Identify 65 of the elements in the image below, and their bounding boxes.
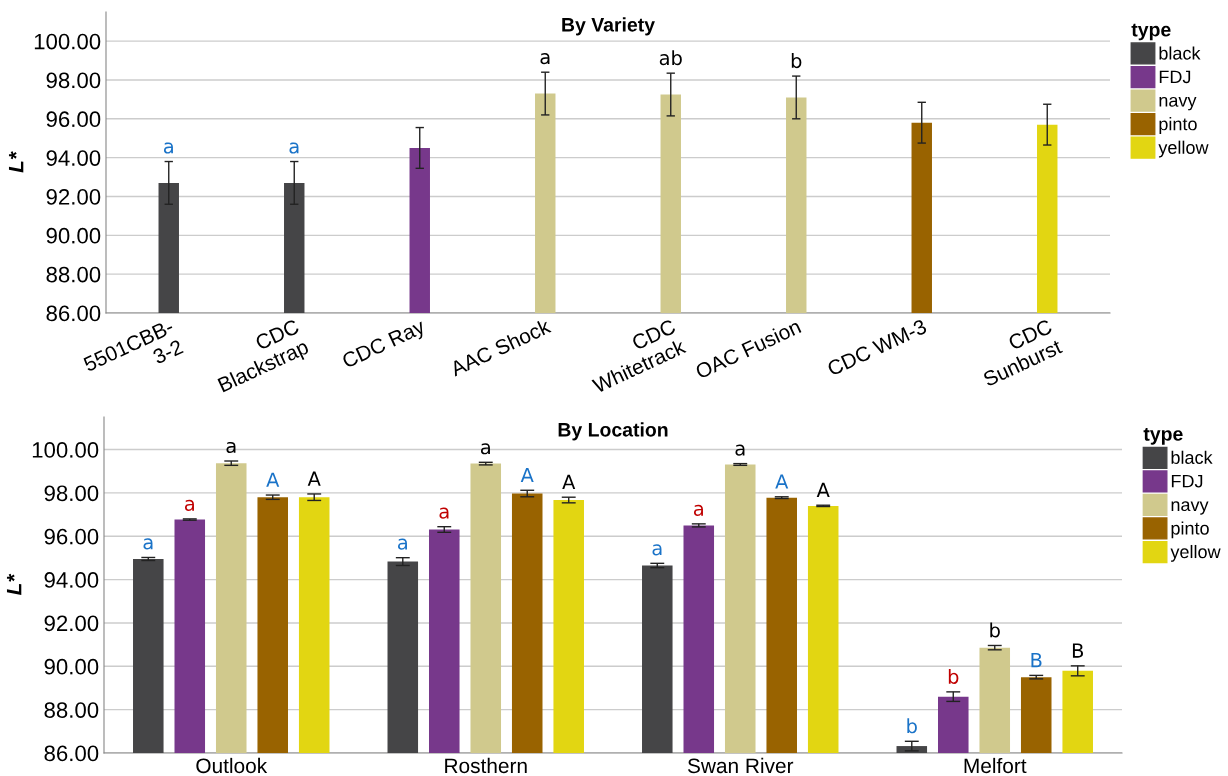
- data-label: A: [562, 474, 576, 489]
- y-tick-label: 88.00: [46, 266, 101, 283]
- data-label: a: [693, 504, 703, 516]
- legend-label: black: [1159, 46, 1201, 60]
- x-tick-label: Rosthern: [445, 757, 527, 774]
- data-label: A: [307, 471, 321, 486]
- y-tick-label: 92.00: [44, 615, 99, 632]
- y-axis-title: L*: [8, 151, 24, 173]
- y-tick-label: 100.00: [32, 442, 99, 458]
- y-tick-label: 88.00: [44, 702, 99, 718]
- data-label: B: [1072, 643, 1084, 658]
- x-tick-label: AAC Shock: [448, 317, 552, 377]
- data-label: a: [652, 544, 662, 556]
- legend-title: type: [1143, 427, 1183, 445]
- y-tick-label: 86.00: [44, 745, 99, 762]
- data-label: A: [775, 474, 789, 489]
- y-axis-title: L*: [6, 573, 22, 596]
- x-tick-label: OAC Fusion: [694, 318, 802, 380]
- data-label: A: [816, 482, 830, 498]
- legend-label: navy: [1171, 501, 1209, 515]
- data-label: a: [226, 441, 236, 454]
- data-label: a: [397, 538, 407, 550]
- y-tick-label: 98.00: [44, 485, 99, 502]
- data-label: A: [266, 472, 280, 487]
- data-label: b: [948, 668, 959, 684]
- legend-label: pinto: [1171, 521, 1209, 539]
- chart-title: By Location: [558, 422, 668, 441]
- y-tick-label: 90.00: [44, 658, 99, 675]
- y-tick-label: 92.00: [46, 189, 101, 205]
- legend-title: type: [1131, 23, 1171, 41]
- legend-label: FDJ: [1171, 474, 1203, 488]
- chart-title: By Variety: [562, 17, 655, 36]
- x-tick-label: Outlook: [196, 757, 268, 774]
- legend-label: black: [1171, 450, 1213, 464]
- data-label: ab: [659, 50, 682, 66]
- data-label: b: [990, 622, 1000, 638]
- y-tick-label: 90.00: [46, 227, 101, 244]
- y-tick-label: 94.00: [44, 572, 99, 588]
- data-label: a: [735, 444, 745, 456]
- y-tick-label: 86.00: [46, 305, 101, 322]
- y-tick-label: 98.00: [46, 72, 101, 89]
- data-label: a: [184, 499, 194, 511]
- y-tick-label: 96.00: [44, 528, 99, 545]
- legend-label: navy: [1159, 96, 1197, 111]
- data-label: a: [540, 53, 550, 65]
- data-label: B: [1031, 653, 1042, 668]
- x-tick-label: Melfort: [964, 757, 1027, 774]
- data-label: b: [791, 53, 802, 69]
- legend-label: yellow: [1170, 544, 1221, 562]
- legend-label: yellow: [1158, 140, 1209, 158]
- data-label: a: [289, 142, 299, 154]
- data-label: b: [907, 718, 917, 734]
- data-label: a: [163, 142, 173, 154]
- y-tick-label: 94.00: [46, 150, 101, 166]
- x-tick-label: CDC WM-3: [826, 318, 928, 377]
- y-tick-label: 100.00: [34, 33, 101, 50]
- legend-label: FDJ: [1159, 70, 1191, 84]
- data-label: a: [439, 507, 449, 519]
- data-label: A: [520, 467, 534, 483]
- x-tick-label: CDC Ray: [341, 318, 428, 373]
- x-tick-label: Swan River: [687, 757, 794, 774]
- y-tick-label: 96.00: [46, 111, 101, 128]
- data-label: a: [143, 538, 153, 550]
- legend-label: pinto: [1159, 117, 1197, 134]
- data-label: a: [480, 443, 490, 455]
